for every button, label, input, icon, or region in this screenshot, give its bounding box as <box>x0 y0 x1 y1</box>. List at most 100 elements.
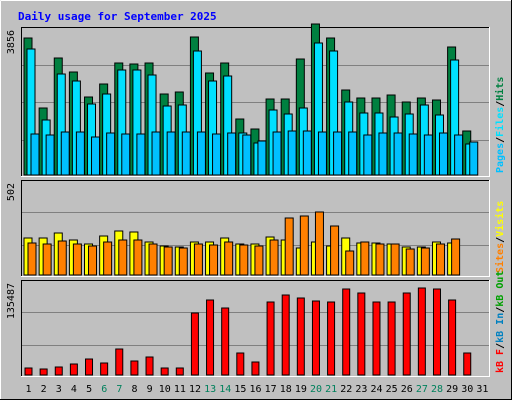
bar-pages <box>75 131 85 176</box>
legend-entry: / <box>495 101 506 107</box>
bar-pages <box>60 131 70 176</box>
bar-sites <box>451 238 461 276</box>
y-max-label-top: 3856 <box>6 30 17 54</box>
x-tick-label: 2 <box>41 384 47 395</box>
bar-kbf <box>251 361 260 376</box>
bar-sites <box>118 239 128 276</box>
bar-pages <box>363 134 373 176</box>
legend-entry: Pages <box>495 143 506 173</box>
bar-kbf <box>448 299 457 376</box>
bar-sites <box>299 215 309 276</box>
x-tick-label: 9 <box>147 384 153 395</box>
legend-entry: / <box>495 237 506 243</box>
bar-sites <box>254 245 264 276</box>
bar-kbf <box>327 301 336 376</box>
bar-sites <box>42 243 52 276</box>
legend-bottom: kB F/kB In/kB Out <box>495 271 506 373</box>
x-tick-label: 4 <box>71 384 77 395</box>
legend-entry: / <box>495 307 506 313</box>
bar-sites <box>330 225 340 276</box>
bar-pages <box>348 131 358 176</box>
y-max-label-bottom: 135487 <box>6 283 17 319</box>
bar-pages <box>196 131 206 176</box>
bar-kbf <box>85 358 94 376</box>
x-tick-label: 10 <box>159 384 171 395</box>
x-tick-label: 30 <box>461 384 473 395</box>
bar-sites <box>148 243 158 276</box>
x-tick-label: 16 <box>249 384 261 395</box>
bar-kbf <box>206 299 215 376</box>
x-tick-label: 12 <box>189 384 201 395</box>
bar-kbf <box>372 301 381 376</box>
x-tick-label: 22 <box>340 384 352 395</box>
bar-sites <box>72 243 82 276</box>
legend-entry: Sites <box>494 243 506 273</box>
bar-pages <box>317 131 327 176</box>
bar-pages <box>121 133 131 176</box>
bar-sites <box>163 246 173 276</box>
bar-sites <box>27 242 37 276</box>
x-tick-label: 8 <box>131 384 137 395</box>
x-tick-label: 7 <box>116 384 122 395</box>
bar-kbf <box>221 307 230 376</box>
plot-area-bottom <box>21 280 490 377</box>
x-tick-label: 28 <box>431 384 443 395</box>
bar-kbf <box>145 356 154 376</box>
legend-entry: kB F <box>495 349 506 373</box>
x-tick-label: 27 <box>416 384 428 395</box>
bar-kbf <box>175 367 184 376</box>
x-tick-label: 21 <box>325 384 337 395</box>
bar-pages <box>136 133 146 176</box>
bar-sites <box>375 243 385 276</box>
x-tick-label: 14 <box>219 384 231 395</box>
bar-pages <box>30 133 40 176</box>
bar-kbf <box>281 294 290 376</box>
x-tick-label: 15 <box>234 384 246 395</box>
bar-pages <box>438 132 448 176</box>
bar-pages <box>181 131 191 176</box>
x-tick-label: 24 <box>371 384 383 395</box>
bar-sites <box>133 239 143 276</box>
bar-pages <box>378 132 388 176</box>
bar-kbf <box>160 367 169 376</box>
bar-sites <box>193 243 203 276</box>
bar-pages <box>272 131 282 176</box>
bar-kbf <box>39 368 48 376</box>
bar-sites <box>360 241 370 276</box>
bar-kbf <box>236 352 245 376</box>
bar-kbf <box>417 287 426 376</box>
bar-sites <box>314 211 324 276</box>
bar-sites <box>103 241 113 276</box>
legend-entry: Hits <box>494 77 506 101</box>
x-tick-label: 1 <box>26 384 32 395</box>
x-tick-label: 23 <box>355 384 367 395</box>
bar-sites <box>390 243 400 276</box>
legend-entry: / <box>495 343 506 349</box>
legend-entry: kB In <box>495 313 506 343</box>
bar-pages <box>212 133 222 176</box>
bar-kbf <box>130 360 139 376</box>
bar-pages <box>242 134 252 176</box>
bar-pages <box>287 130 297 176</box>
x-tick-label: 3 <box>56 384 62 395</box>
legend-entry: Visits <box>494 201 506 237</box>
bar-sites <box>239 244 249 276</box>
bar-pages <box>408 133 418 176</box>
x-tick-label: 26 <box>401 384 413 395</box>
bar-sites <box>88 245 98 276</box>
bar-sites <box>345 250 355 276</box>
bar-pages <box>45 134 55 176</box>
bar-sites <box>57 240 67 276</box>
bar-sites <box>224 241 234 276</box>
x-tick-label: 19 <box>295 384 307 395</box>
bar-kbf <box>342 288 351 376</box>
bar-pages <box>333 131 343 176</box>
bar-sites <box>284 217 294 276</box>
legend-entry: / <box>495 137 506 143</box>
bar-kbf <box>69 363 78 376</box>
bar-kbf <box>402 292 411 376</box>
bar-sites <box>420 247 430 276</box>
bar-pages <box>227 132 237 176</box>
bar-kbf <box>387 301 396 376</box>
